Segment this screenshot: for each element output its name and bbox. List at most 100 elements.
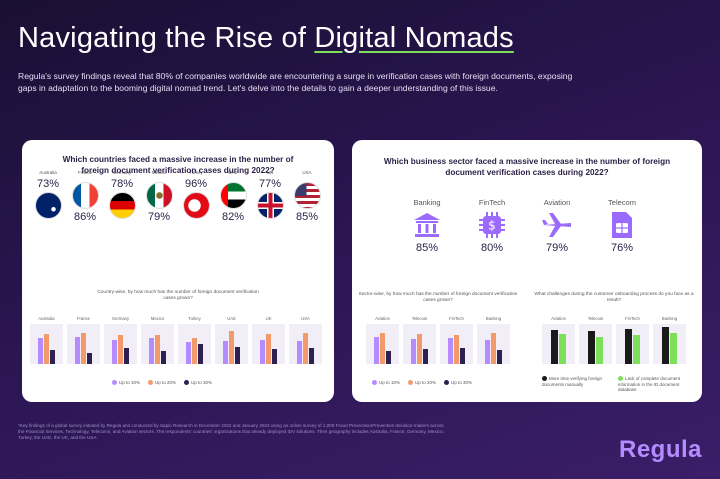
bar [485,340,490,364]
bar [161,351,166,364]
bar-group: Australia [30,316,63,364]
country-item: Australia 73% [30,170,66,221]
title-highlight: Digital Nomads [314,22,514,54]
category-label: Germany [111,316,130,321]
bar [38,338,43,364]
fintech-chip-icon: $ [467,210,517,240]
sector-item: Banking 85% [402,198,452,254]
legend-item: Up to 30% [444,380,472,386]
bar [118,335,123,364]
legend-label: Up to 20% [415,380,437,385]
australia-flag-icon [34,192,62,219]
country-item: UK 77% [252,170,288,221]
bar [448,338,453,364]
uk-flag-icon [256,192,284,219]
legend-item: Up to 20% [148,380,177,386]
bar-group: FinTech [616,316,649,364]
legend-item: Up to 30% [184,380,213,386]
sector-name: Banking [413,198,441,207]
sectors-question: Which business sector faced a massive in… [383,157,671,177]
bar [155,335,160,364]
bar-group: UAE [215,316,248,364]
bar [460,348,465,364]
legend-swatch [112,380,117,386]
legend-swatch [148,380,154,386]
plot-area [289,324,322,364]
category-label: FinTech [449,316,464,321]
country-item: Mexico 79% [141,170,177,223]
legend-label: Lack of complete document information in… [618,376,681,392]
bar [75,337,80,364]
bar [198,344,203,364]
sector-percentage: 85% [415,242,439,254]
country-percentage: 85% [295,211,319,223]
country-legend: Up to 10% Up to 20% Up to 30% [112,380,213,386]
legend-label: Up to 30% [191,380,213,385]
plot-area [579,324,612,364]
sector-percentage: 80% [480,242,504,254]
bar-group: Telecom [403,316,436,364]
bar [87,353,92,364]
country-name: Australia [39,170,57,175]
plot-area [616,324,649,364]
airplane-icon [532,210,582,240]
bar-group: Turkey [178,316,211,364]
legend-swatch [618,376,623,382]
sector-name: FinTech [478,198,506,207]
legend-swatch [408,380,414,386]
bar [374,337,379,364]
bar-group: Aviation [366,316,399,364]
bar [303,333,308,364]
bar [497,350,502,364]
uae-flag-icon [219,182,247,209]
sector-growth-question: Sector-wise, by how much has the number … [358,292,518,303]
plot-area [440,324,473,364]
germany-flag-icon [108,192,136,219]
sector-item: FinTech $80% [467,198,517,254]
sector-item: Aviation 79% [532,198,582,254]
bar-group: France [67,316,100,364]
bar [81,333,86,364]
bar [596,337,603,364]
bar [192,338,197,364]
plot-area [477,324,510,364]
category-label: Telecom [411,316,428,321]
turkey-flag-icon [182,192,210,219]
category-label: France [76,316,91,321]
bar [235,347,240,364]
bar [625,329,632,364]
regula-logo: Regula [618,436,702,463]
country-percentage: 96% [184,178,208,190]
country-name: Germany [112,170,132,175]
legend-label: Up to 20% [155,380,177,385]
legend-swatch [372,380,377,386]
plot-area [403,324,436,364]
bar [411,339,416,364]
bar [186,342,191,364]
country-name: Mexico [151,170,167,175]
plot-area [141,324,174,364]
bar [223,341,228,364]
category-label: Australia [38,316,55,321]
legend-label: More time verifying foreign documents ma… [542,376,603,387]
legend-label: Up to 10% [119,380,141,385]
country-item: Germany 78% [104,170,140,221]
bar [662,327,669,364]
bar [149,338,154,364]
plot-area [215,324,248,364]
bar [380,333,385,364]
bar [297,341,302,364]
bar-group: UK [252,316,285,364]
sector-name: Aviation [543,198,571,207]
bar [417,334,422,364]
bar [670,333,677,364]
bar [112,340,117,364]
bar [491,333,496,364]
sim-card-icon [597,210,647,240]
country-name: UAE [228,170,238,175]
legend-item: Lack of complete document information in… [618,376,692,393]
countries-card: Which countries faced a massive increase… [22,140,334,402]
legend-item: Up to 10% [112,380,141,386]
bar [551,330,558,364]
country-percentage: 78% [110,178,134,190]
